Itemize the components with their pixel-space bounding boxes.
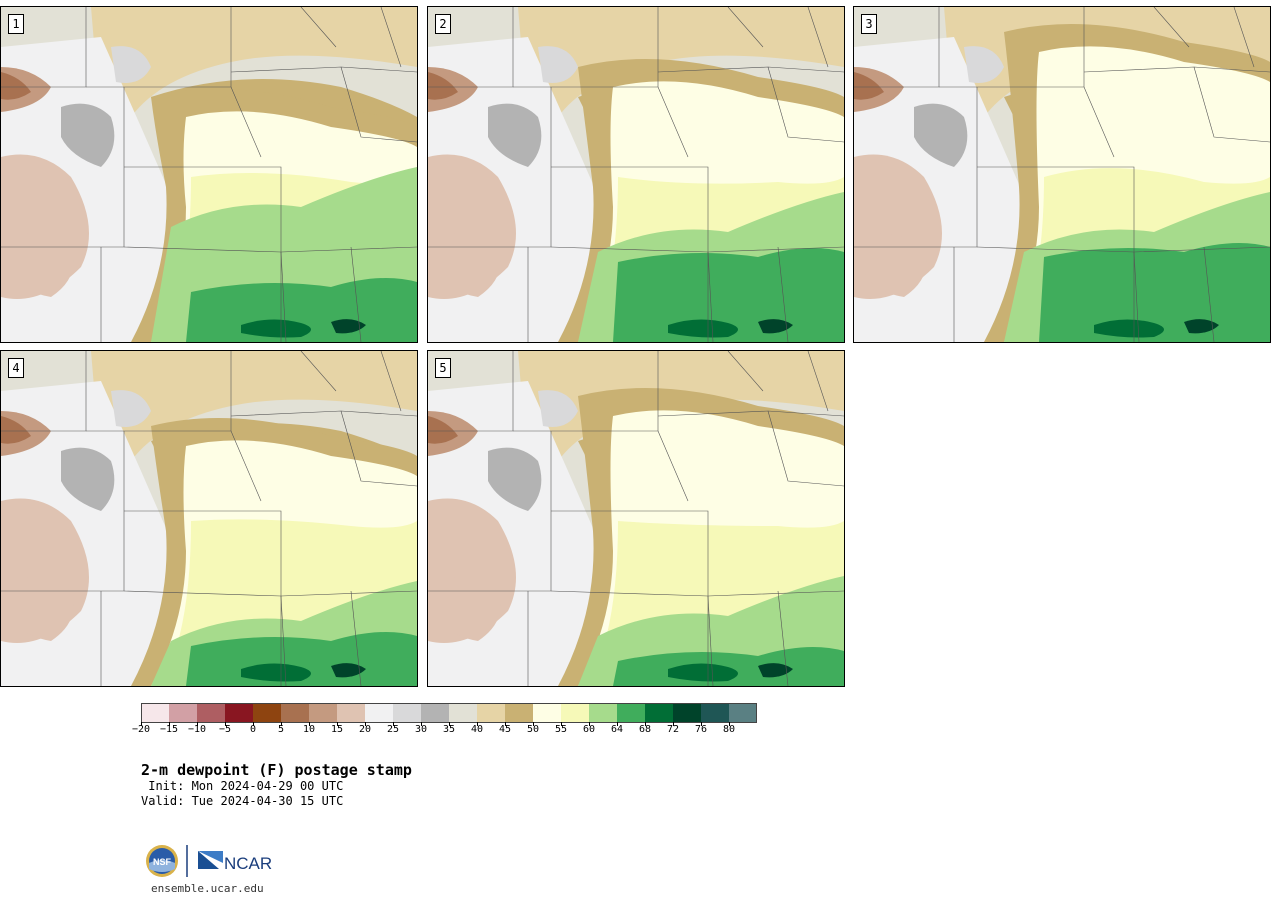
nsf-ncar-logo: NSF NCAR bbox=[145, 843, 275, 879]
colorbar-tickmark bbox=[589, 722, 590, 726]
map-panel-4: 4 bbox=[0, 350, 418, 687]
colorbar-tickmark bbox=[729, 722, 730, 726]
colorbar-tick-label: −20 bbox=[131, 724, 151, 735]
dewpoint-map-3 bbox=[854, 7, 1270, 342]
colorbar-tickmark bbox=[561, 722, 562, 726]
colorbar-tickmark bbox=[533, 722, 534, 726]
colorbar-tick-label: 50 bbox=[526, 724, 540, 735]
colorbar-tick-label: 76 bbox=[694, 724, 708, 735]
colorbar-tickmark bbox=[169, 722, 170, 726]
colorbar-tickmark bbox=[477, 722, 478, 726]
colorbar-tick-label: −5 bbox=[218, 724, 232, 735]
member-label-5: 5 bbox=[435, 358, 451, 378]
colorbar-tickmark bbox=[421, 722, 422, 726]
member-label-4: 4 bbox=[8, 358, 24, 378]
colorbar-tick-label: 64 bbox=[610, 724, 624, 735]
colorbar-tickmark bbox=[281, 722, 282, 726]
colorbar-tick-label: −10 bbox=[187, 724, 207, 735]
ncar-logo-icon: NCAR bbox=[198, 851, 272, 873]
colorbar-tick-label: 20 bbox=[358, 724, 372, 735]
colorbar-tick-label: 5 bbox=[277, 724, 285, 735]
dewpoint-map-2 bbox=[428, 7, 844, 342]
colorbar-tick-label: 35 bbox=[442, 724, 456, 735]
colorbar-tickmark bbox=[337, 722, 338, 726]
plot-title: 2-m dewpoint (F) postage stamp bbox=[141, 761, 412, 779]
svg-text:NCAR: NCAR bbox=[224, 854, 272, 873]
map-panel-5: 5 bbox=[427, 350, 845, 687]
colorbar-tick-label: 60 bbox=[582, 724, 596, 735]
member-label-2: 2 bbox=[435, 14, 451, 34]
site-url: ensemble.ucar.edu bbox=[151, 882, 264, 895]
member-label-3: 3 bbox=[861, 14, 877, 34]
colorbar-tick-label: 80 bbox=[722, 724, 736, 735]
colorbar-tick-label: 45 bbox=[498, 724, 512, 735]
valid-time: Valid: Tue 2024-04-30 15 UTC bbox=[141, 794, 344, 808]
colorbar-tick-label: 30 bbox=[414, 724, 428, 735]
colorbar-tickmark bbox=[141, 722, 142, 726]
colorbar-tick-label: 72 bbox=[666, 724, 680, 735]
colorbar-tick-label: 55 bbox=[554, 724, 568, 735]
dewpoint-map-1 bbox=[1, 7, 417, 342]
colorbar-tick-label: 68 bbox=[638, 724, 652, 735]
colorbar-tick-label: 15 bbox=[330, 724, 344, 735]
colorbar bbox=[141, 703, 757, 723]
map-panel-1: 1 bbox=[0, 6, 418, 343]
colorbar-tickmark bbox=[225, 722, 226, 726]
colorbar-tickmark bbox=[449, 722, 450, 726]
colorbar-tickmark bbox=[197, 722, 198, 726]
colorbar-tickmark bbox=[309, 722, 310, 726]
colorbar-tickmark bbox=[393, 722, 394, 726]
colorbar-tickmark bbox=[617, 722, 618, 726]
colorbar-tick-label: 0 bbox=[249, 724, 257, 735]
dewpoint-map-5 bbox=[428, 351, 844, 686]
dewpoint-map-4 bbox=[1, 351, 417, 686]
map-panel-3: 3 bbox=[853, 6, 1271, 343]
colorbar-tickmark bbox=[365, 722, 366, 726]
colorbar-tickmark bbox=[701, 722, 702, 726]
colorbar-tick-label: −15 bbox=[159, 724, 179, 735]
colorbar-tickmark bbox=[253, 722, 254, 726]
map-panel-2: 2 bbox=[427, 6, 845, 343]
init-time: Init: Mon 2024-04-29 00 UTC bbox=[141, 779, 344, 793]
colorbar-tickmark bbox=[645, 722, 646, 726]
colorbar-tickmark bbox=[505, 722, 506, 726]
member-label-1: 1 bbox=[8, 14, 24, 34]
svg-text:NSF: NSF bbox=[153, 857, 172, 867]
nsf-seal-icon: NSF bbox=[146, 845, 178, 877]
colorbar-tick-label: 10 bbox=[302, 724, 316, 735]
colorbar-tickmark bbox=[673, 722, 674, 726]
colorbar-tick-label: 25 bbox=[386, 724, 400, 735]
colorbar-tick-label: 40 bbox=[470, 724, 484, 735]
